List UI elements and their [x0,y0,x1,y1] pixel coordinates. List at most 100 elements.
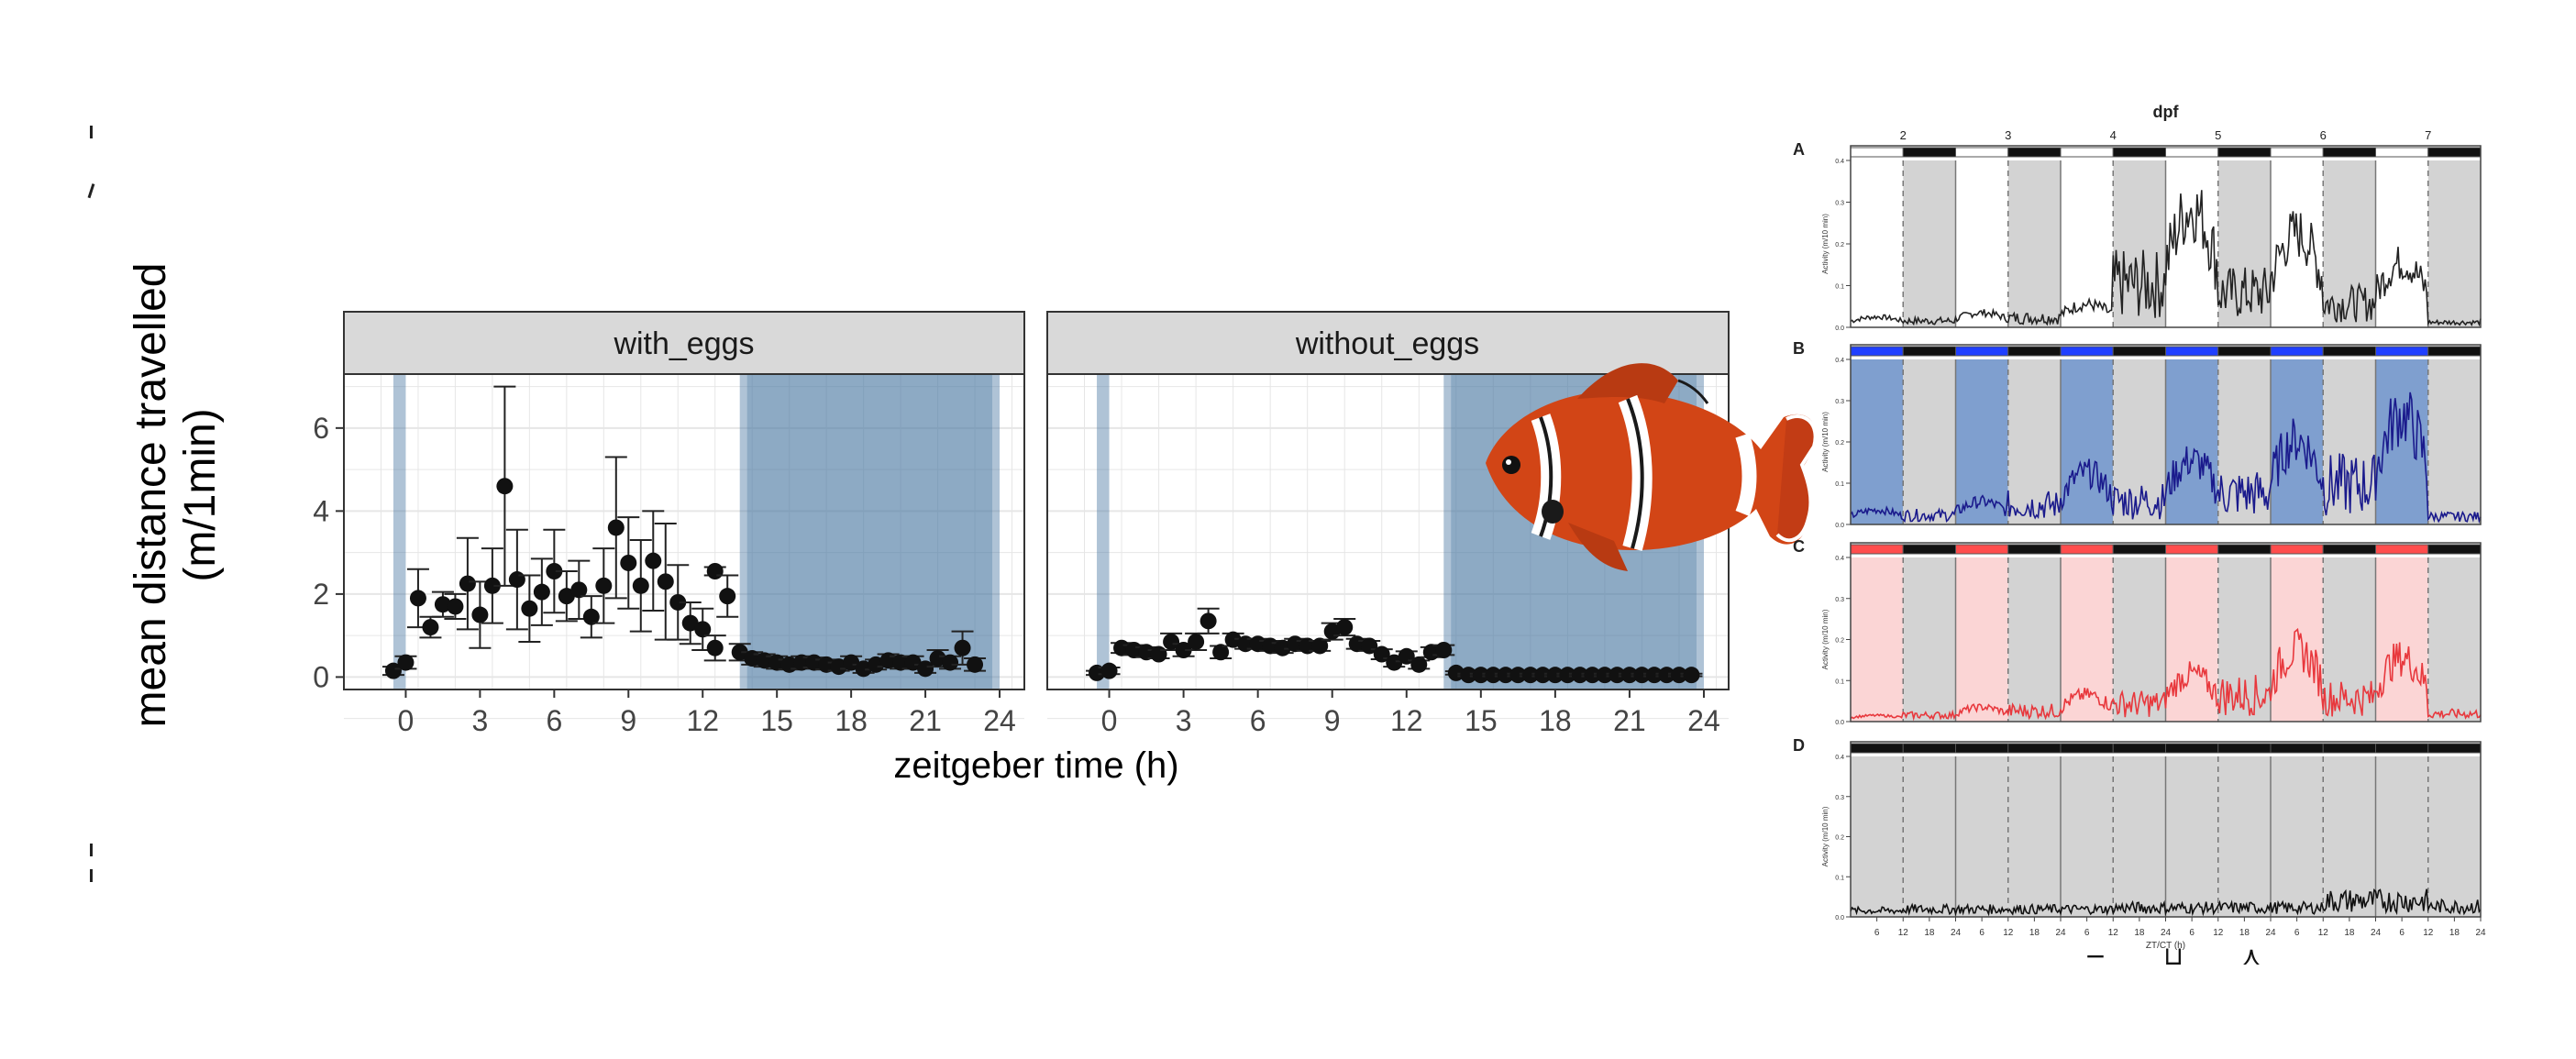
light-dark-bar [2165,147,2219,158]
data-point [1336,619,1354,636]
x-tick-label: 15 [1465,704,1498,737]
actogram-panel-border [1850,145,2482,328]
light-dark-segment [2061,359,2114,524]
light-dark-bar [1955,147,2009,158]
margin-fragment [90,844,93,856]
x-tick-label: 6 [2189,928,2195,938]
light-dark-bar [2322,147,2376,158]
facet-strip-with-eggs: with_eggs [343,311,1025,375]
light-dark-bar [2112,544,2166,555]
actogram-title: dpf [2153,103,2180,121]
panel-border [343,373,1025,690]
data-point [1262,637,1279,655]
dark-period-shade [392,374,406,689]
data-point [1138,644,1155,661]
x-tick-label: 0 [1101,704,1118,737]
y-tick-label: 0.1 [1835,284,1844,291]
light-dark-segment [2427,557,2481,722]
y-axis-title: mean distance travelled (m/1min) [127,263,225,728]
panel-letter: C [1793,537,1805,556]
x-tick-label: 24 [2371,928,2382,938]
data-point [1620,667,1638,684]
data-point [434,596,451,613]
panel-border [1046,373,1730,690]
data-point [1410,656,1428,673]
data-point [471,606,489,623]
data-point [818,656,835,673]
light-dark-segment [2375,557,2428,722]
actogram-figure: dpf 2 3 4 5 6 7 A 0.0 0.1 0.2 0.3 0.4 Activity (m/10 … [1793,103,2486,971]
data-point [570,581,588,599]
data-point [1584,667,1601,684]
data-point [706,639,724,656]
y-tick-label: 0.0 [1835,325,1844,332]
x-tick-label: 3 [1176,704,1192,737]
data-point [1546,667,1564,684]
light-dark-segment [2271,756,2324,917]
light-dark-segment [1903,756,1956,917]
light-dark-segment [1955,557,2008,722]
y-tick-label: 0.1 [1835,875,1844,881]
data-point [1670,667,1687,684]
light-dark-segment [2165,756,2218,917]
light-dark-bar [2375,147,2429,158]
y-tick-label: 0.2 [1835,638,1844,645]
data-point [1200,612,1217,630]
y-axis: 0 2 4 6 [313,412,344,693]
x-tick-label: 18 [1924,928,1935,938]
light-dark-bar [1902,743,1956,754]
data-point [1175,642,1192,658]
x-tick-label: 12 [2423,928,2434,938]
data-point [595,577,613,594]
light-dark-bar [1902,147,1956,158]
data-point [719,588,736,605]
data-point [1249,635,1266,653]
data-point [1534,667,1552,684]
data-point [892,654,910,671]
x-tick-label: 6 [1250,704,1266,737]
light-dark-bar [1850,346,1904,357]
actogram-panel-c: C 0.0 0.1 0.2 0.3 0.4 Activity (m/10 min) [1793,537,2482,726]
data-point [645,552,662,569]
actogram-panel-d: D 0.0 0.1 0.2 0.3 0.4 Activity (m/10 min) [1793,736,2482,921]
x-tick-label: 12 [1390,704,1423,737]
light-dark-segment [1851,557,1904,722]
light-dark-bar [1850,147,1904,158]
panel-background [344,374,1024,689]
light-dark-segment [2323,557,2376,722]
light-dark-segment [1955,359,2008,524]
x-axis-without-eggs: 0 3 6 9 12 15 18 21 24 [1101,689,1720,737]
x-tick-label: 18 [2449,928,2460,938]
dpf-label: 7 [2425,128,2431,142]
light-dark-bar [2427,346,2482,357]
data-point [459,575,476,592]
footer-mark: − [2084,941,2106,971]
light-dark-bar [2007,743,2062,754]
data-point [533,583,550,601]
data-point [1274,639,1291,656]
data-point [582,608,600,625]
panel-letter: D [1793,736,1805,755]
light-dark-bar [2112,743,2166,754]
data-point [731,644,748,661]
light-dark-bar [2060,743,2114,754]
data-point [409,590,426,607]
activity-trace [1850,627,2482,722]
dark-period-shade [1097,374,1110,689]
light-dark-bar [2007,346,2062,357]
data-point [1559,667,1576,684]
light-dark-segment [2375,160,2428,327]
light-dark-bar [1850,544,1904,555]
y-axis-label: Activity (m/10 min) [1821,609,1830,669]
light-dark-bar [1850,743,1904,754]
data-point [1472,667,1489,684]
x-axis-title: zeitgeber time (h) [893,745,1178,786]
data-point [967,656,984,673]
light-dark-bar [2375,743,2429,754]
y-tick-label: 2 [313,578,329,611]
x-tick-label: 9 [1324,704,1341,737]
light-dark-segment [1955,756,2008,917]
plot-panel-with-eggs [343,373,1025,720]
data-point [942,654,959,671]
